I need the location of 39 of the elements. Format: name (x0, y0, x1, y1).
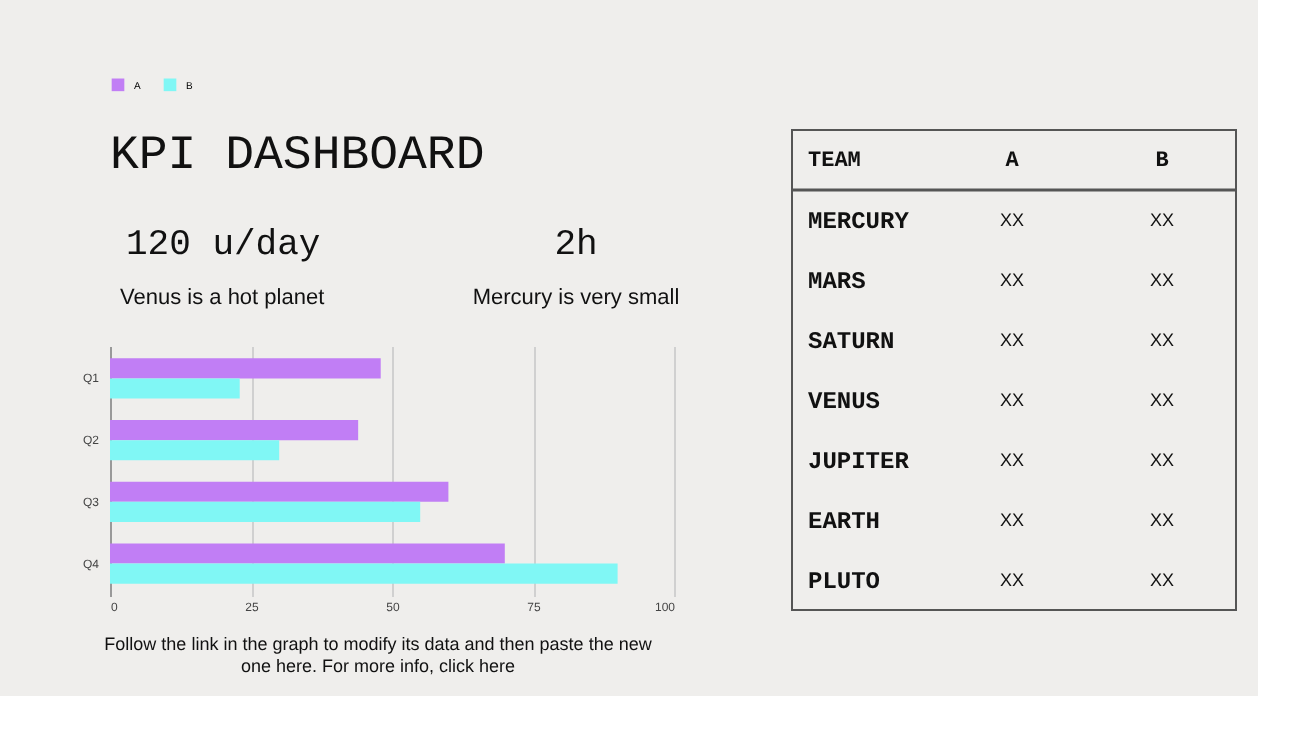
text: Follow the link in the graph to modify its data and then paste the new (104, 634, 653, 654)
bar (110, 501, 421, 522)
text: 2h (554, 226, 598, 266)
category-label: VENUS (808, 388, 881, 416)
bar (110, 543, 505, 564)
text: 120 u/day (126, 226, 321, 266)
text: XX (1149, 450, 1175, 470)
text: XX (1149, 570, 1175, 590)
text: XX (1149, 330, 1175, 350)
text: XX (999, 270, 1025, 290)
bar (110, 420, 359, 441)
text: XX (1149, 510, 1175, 530)
bar (110, 481, 449, 502)
category-label: MERCURY (808, 208, 909, 236)
text: XX (999, 330, 1025, 350)
bar (110, 378, 240, 399)
bar (110, 440, 280, 461)
category-label: JUPITER (808, 448, 909, 476)
text: XX (999, 570, 1025, 590)
text: Venus is a hot planet (120, 286, 325, 310)
category-label: MARS (808, 268, 866, 296)
text: XX (1149, 390, 1175, 410)
category-label: EARTH (808, 508, 881, 536)
category-label: B (1155, 150, 1170, 174)
text: XX (1149, 210, 1175, 230)
category-label: A (1005, 150, 1020, 174)
text: XX (1149, 270, 1175, 290)
text: XX (999, 450, 1025, 470)
bar (110, 358, 381, 379)
bar (110, 563, 618, 584)
text: KPI DASHBOARD (110, 130, 485, 184)
text: XX (999, 390, 1025, 410)
text: XX (999, 210, 1025, 230)
text: Mercury is very small (472, 286, 680, 310)
category-label: PLUTO (808, 568, 881, 596)
text: TEAM (808, 150, 862, 174)
text: XX (999, 510, 1025, 530)
text: one here. For more info, click here (240, 656, 516, 676)
category-label: SATURN (808, 328, 895, 356)
